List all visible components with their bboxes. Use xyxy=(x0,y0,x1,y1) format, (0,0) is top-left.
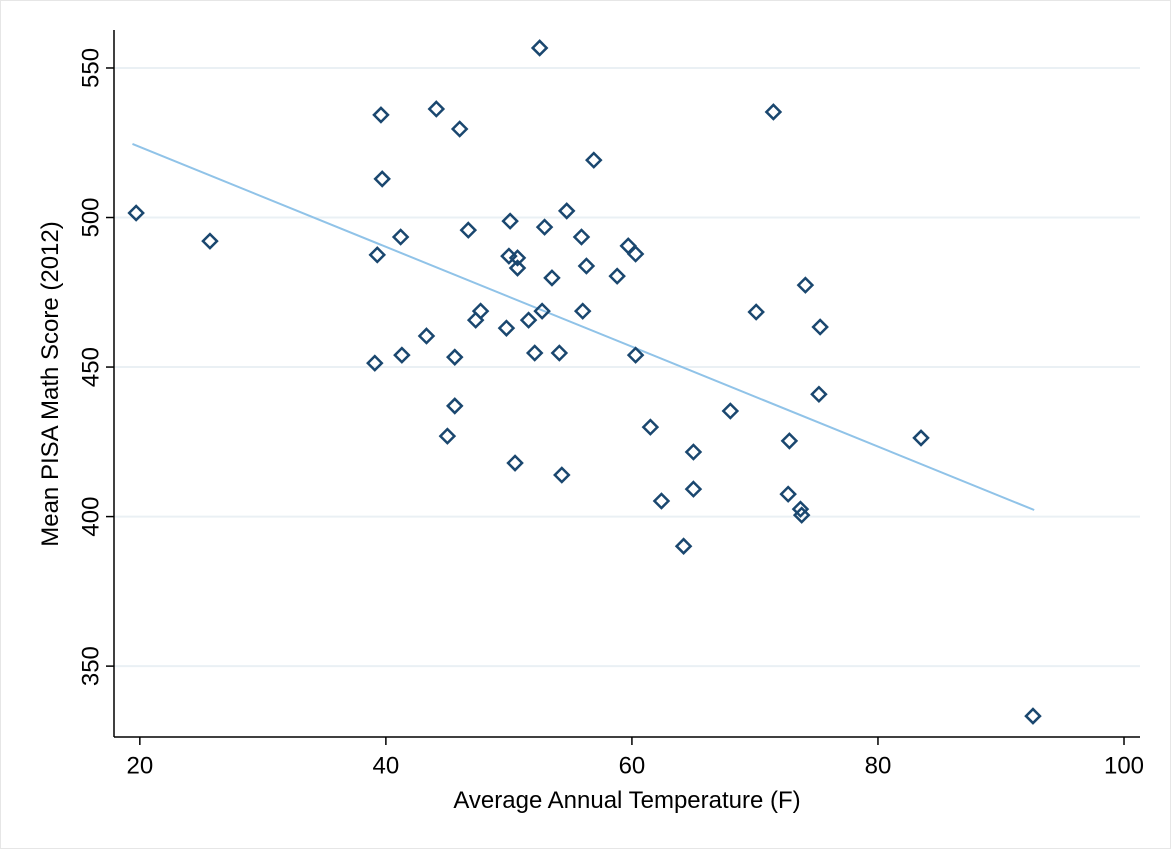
point xyxy=(530,39,549,57)
point xyxy=(684,480,703,498)
point xyxy=(779,485,797,503)
point xyxy=(912,429,930,447)
point xyxy=(674,537,693,555)
point xyxy=(501,212,519,230)
point xyxy=(459,221,478,239)
point xyxy=(626,245,645,263)
y-tick-label: 400 xyxy=(77,497,104,537)
point xyxy=(792,506,811,524)
point xyxy=(446,348,464,366)
point xyxy=(427,100,446,118)
point xyxy=(466,311,485,329)
y-tick-label: 500 xyxy=(77,197,104,237)
point xyxy=(519,311,538,329)
point xyxy=(557,202,576,220)
point xyxy=(641,418,660,436)
point xyxy=(391,228,410,246)
point xyxy=(747,303,765,321)
point xyxy=(506,454,524,472)
point xyxy=(201,232,219,250)
point xyxy=(572,228,591,246)
point xyxy=(791,500,810,518)
point xyxy=(543,269,561,287)
point xyxy=(573,302,592,320)
x-tick-label: 60 xyxy=(619,752,646,779)
point xyxy=(535,218,554,236)
point xyxy=(626,346,645,364)
point xyxy=(438,427,457,445)
point xyxy=(508,249,527,267)
point xyxy=(393,346,411,364)
x-tick-label: 100 xyxy=(1104,752,1144,779)
point xyxy=(721,402,740,420)
x-axis-title: Average Annual Temperature (F) xyxy=(453,787,800,814)
point xyxy=(366,354,384,372)
y-tick-label: 350 xyxy=(77,646,104,686)
x-tick-label: 20 xyxy=(126,752,153,779)
point xyxy=(525,344,544,362)
y-tick-label: 450 xyxy=(77,347,104,387)
point xyxy=(417,327,436,345)
point xyxy=(577,257,596,275)
point xyxy=(1024,707,1042,725)
point xyxy=(550,344,569,362)
point xyxy=(652,492,671,510)
point xyxy=(811,318,829,336)
point xyxy=(497,319,516,337)
point xyxy=(372,106,390,124)
point xyxy=(373,170,391,188)
point xyxy=(780,432,799,450)
x-tick-label: 40 xyxy=(373,752,400,779)
point xyxy=(553,466,571,484)
y-tick-label: 550 xyxy=(77,48,104,88)
point xyxy=(585,151,603,169)
point xyxy=(508,259,527,277)
point xyxy=(127,204,145,222)
point xyxy=(764,103,783,121)
x-tick-label: 80 xyxy=(865,752,892,779)
fit-line xyxy=(132,143,1035,511)
point xyxy=(608,267,626,285)
point xyxy=(446,397,464,415)
point xyxy=(796,276,815,294)
point xyxy=(810,385,828,404)
point xyxy=(450,120,469,138)
point xyxy=(684,443,703,461)
point xyxy=(368,246,387,264)
point xyxy=(533,302,551,320)
y-axis-title: Mean PISA Math Score (2012) xyxy=(37,221,64,547)
